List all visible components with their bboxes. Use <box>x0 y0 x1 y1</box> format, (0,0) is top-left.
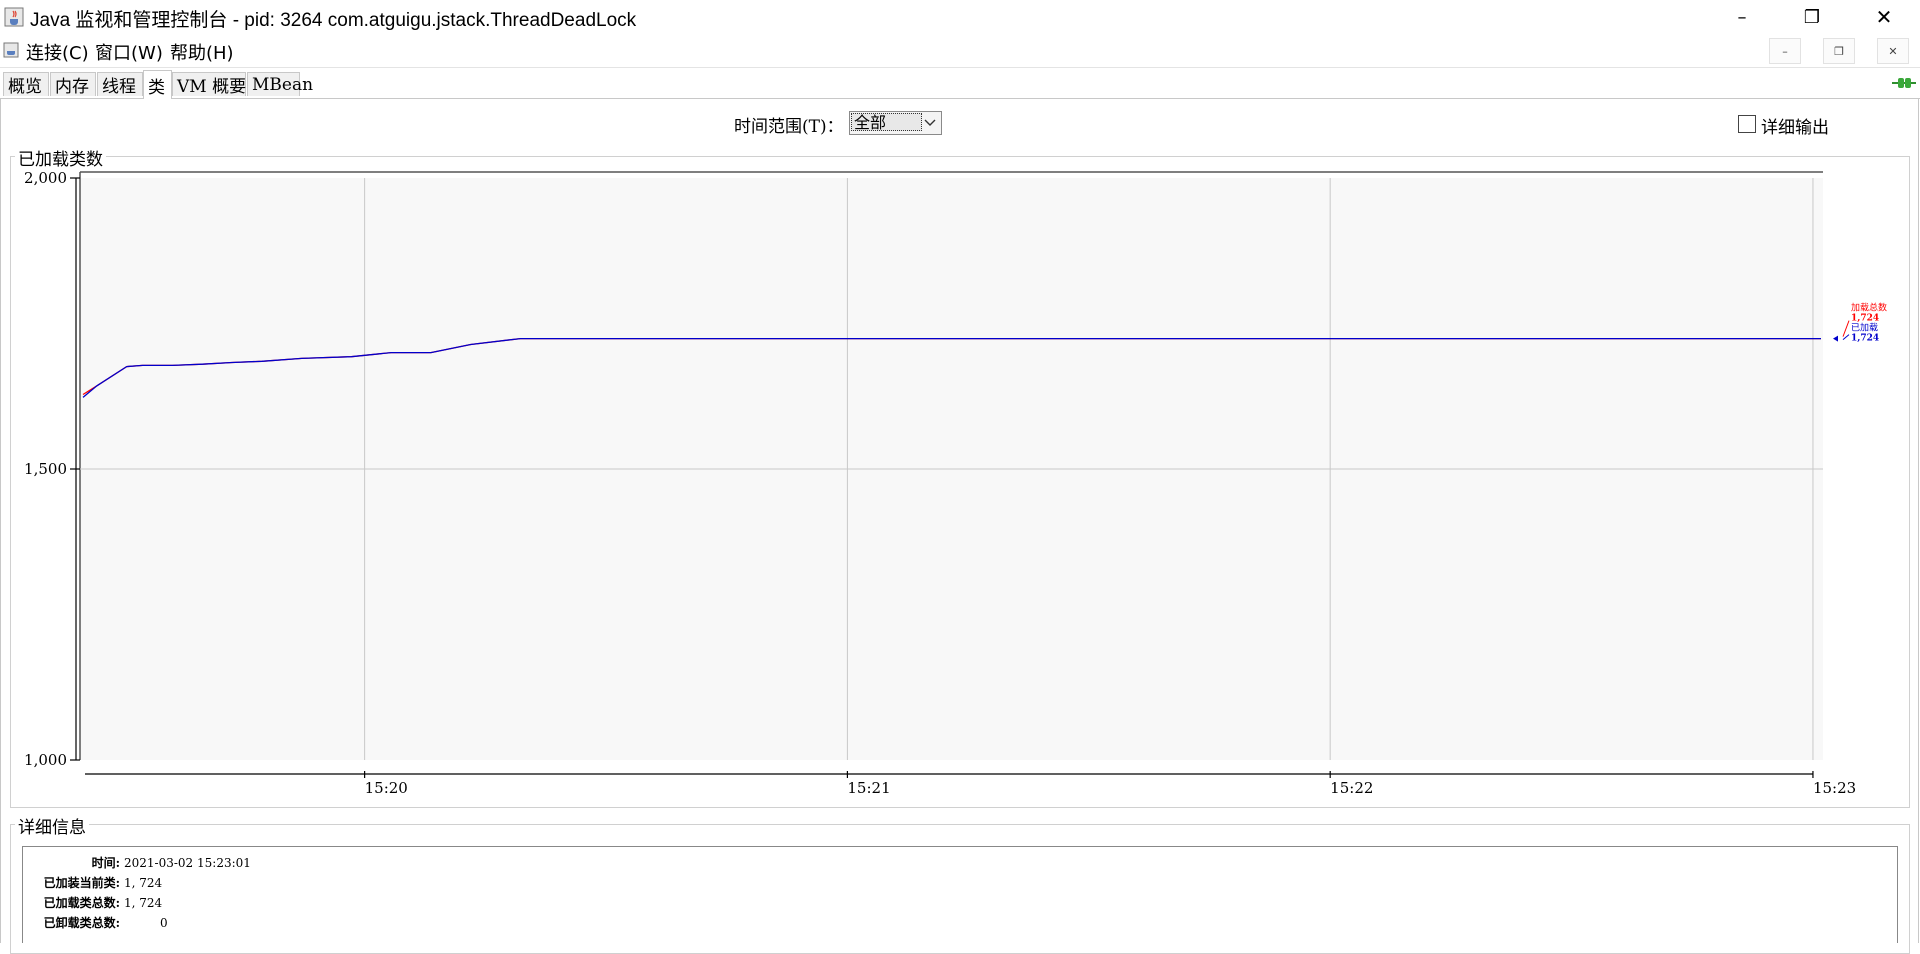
title-bar <box>0 0 1920 34</box>
verbose-output-checkbox[interactable] <box>1738 115 1756 133</box>
restore-icon: ❐ <box>1803 6 1821 28</box>
menu-connection[interactable]: 连接(C) <box>26 43 89 64</box>
menu-bar <box>0 34 1920 68</box>
tab-overview[interactable]: 概览 <box>3 72 49 97</box>
menu-help[interactable]: 帮助(H) <box>170 43 234 64</box>
chevron-down-icon <box>921 113 939 133</box>
detail-value: 1, 724 <box>124 876 163 890</box>
detail-value: 2021-03-02 15:23:01 <box>124 856 251 870</box>
detail-label: 已卸载类总数: <box>43 916 120 930</box>
internal-close-button[interactable]: ✕ <box>1877 38 1909 64</box>
detail-label: 时间: <box>91 856 120 870</box>
tab-memory[interactable]: 内存 <box>50 72 96 97</box>
detail-value: 0 <box>160 916 168 930</box>
detail-row: 时间: 2021-03-02 15:23:01 <box>26 854 251 871</box>
internal-restore-button[interactable]: ❐ <box>1823 38 1855 64</box>
verbose-output-label: 详细输出 <box>1761 118 1829 138</box>
close-icon: ✕ <box>1875 5 1893 29</box>
minimize-icon: – <box>1737 6 1747 28</box>
minimize-button[interactable]: – <box>1714 0 1770 34</box>
menu-window[interactable]: 窗口(W) <box>95 43 163 64</box>
time-range-value: 全部 <box>851 113 922 132</box>
loaded-classes-group <box>10 156 1910 808</box>
minimize-icon: – <box>1782 44 1788 58</box>
restore-icon: ❐ <box>1834 44 1844 58</box>
tab-strip <box>0 70 1920 99</box>
tab-mbean[interactable]: MBean <box>247 72 313 96</box>
chart-group-title: 已加载类数 <box>15 145 106 170</box>
internal-minimize-button[interactable]: – <box>1769 38 1801 64</box>
classes-panel <box>0 98 1919 943</box>
detail-row: 已加载类总数: 1, 724 <box>26 894 163 911</box>
detail-row: 已加装当前类: 1, 724 <box>26 874 163 891</box>
close-icon: ✕ <box>1888 44 1898 58</box>
details-group-title: 详细信息 <box>15 813 89 838</box>
details-text-area <box>22 846 1898 943</box>
tab-threads[interactable]: 线程 <box>97 72 143 97</box>
detail-value: 1, 724 <box>124 896 163 910</box>
time-range-label: 时间范围(T)： <box>734 117 844 137</box>
java-menu-icon <box>3 42 19 58</box>
detail-label: 已加载类总数: <box>43 896 120 910</box>
window-title: Java 监视和管理控制台 - pid: 3264 com.atguigu.js… <box>30 10 637 31</box>
java-app-icon <box>4 7 24 27</box>
connection-status-icon <box>1892 78 1916 88</box>
detail-label: 已加装当前类: <box>43 876 120 890</box>
tab-classes[interactable]: 类 <box>143 70 172 99</box>
close-button[interactable]: ✕ <box>1856 0 1912 34</box>
detail-row: 已卸载类总数: 0 <box>26 914 168 931</box>
maximize-button[interactable]: ❐ <box>1784 0 1840 34</box>
tab-vm-summary[interactable]: VM 概要 <box>172 72 246 97</box>
